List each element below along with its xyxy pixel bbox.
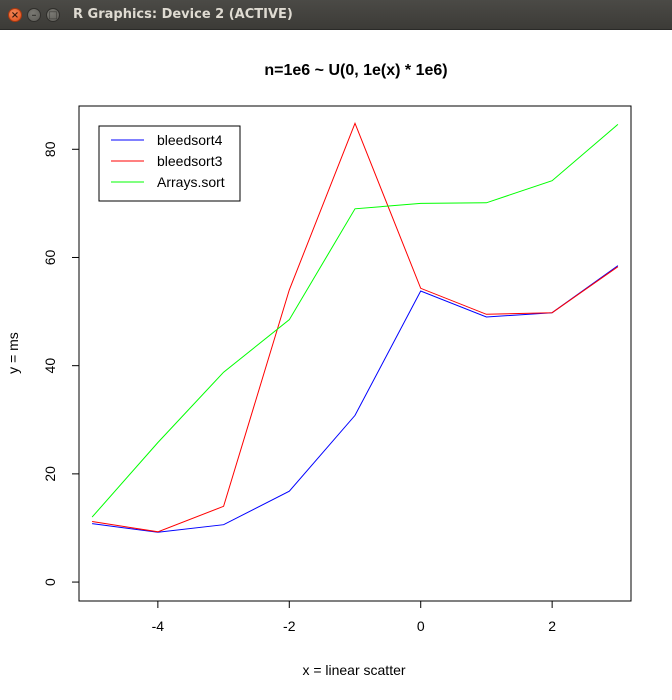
series-line-bleedsort3 <box>92 121 619 533</box>
x-tick-label: 0 <box>417 618 425 634</box>
series-group <box>91 121 619 533</box>
plot-area: n=1e6 ~ U(0, 1e(x) * 1e6) x = linear sca… <box>0 30 672 700</box>
legend-label: bleedsort3 <box>157 153 223 169</box>
window-title: R Graphics: Device 2 (ACTIVE) <box>73 7 293 22</box>
line-chart: n=1e6 ~ U(0, 1e(x) * 1e6) x = linear sca… <box>5 62 632 678</box>
legend-box <box>98 125 241 202</box>
y-tick-label: 40 <box>42 358 58 374</box>
y-tick-label: 80 <box>42 141 58 157</box>
series-line-arrays-sort <box>91 124 619 518</box>
y-tick-label: 60 <box>42 249 58 265</box>
x-tick-label: 2 <box>548 618 556 634</box>
close-icon[interactable]: × <box>8 8 22 22</box>
maximize-icon[interactable]: □ <box>46 8 60 22</box>
x-tick-label: -4 <box>152 618 165 634</box>
x-axis-label: x = linear scatter <box>302 662 405 678</box>
legend-label: Arrays.sort <box>157 174 225 190</box>
x-tick-label: -2 <box>283 618 296 634</box>
series-line-bleedsort4 <box>92 265 619 533</box>
minimize-icon[interactable]: – <box>27 8 41 22</box>
legend: bleedsort4 bleedsort3 Arrays.sort <box>98 125 241 202</box>
y-tick-label: 0 <box>42 578 58 586</box>
chart-title: n=1e6 ~ U(0, 1e(x) * 1e6) <box>264 62 447 79</box>
y-tick-label: 20 <box>42 466 58 482</box>
y-axis-label: y = ms <box>5 332 21 374</box>
legend-label: bleedsort4 <box>157 132 223 148</box>
title-bar: × – □ R Graphics: Device 2 (ACTIVE) <box>0 0 672 30</box>
